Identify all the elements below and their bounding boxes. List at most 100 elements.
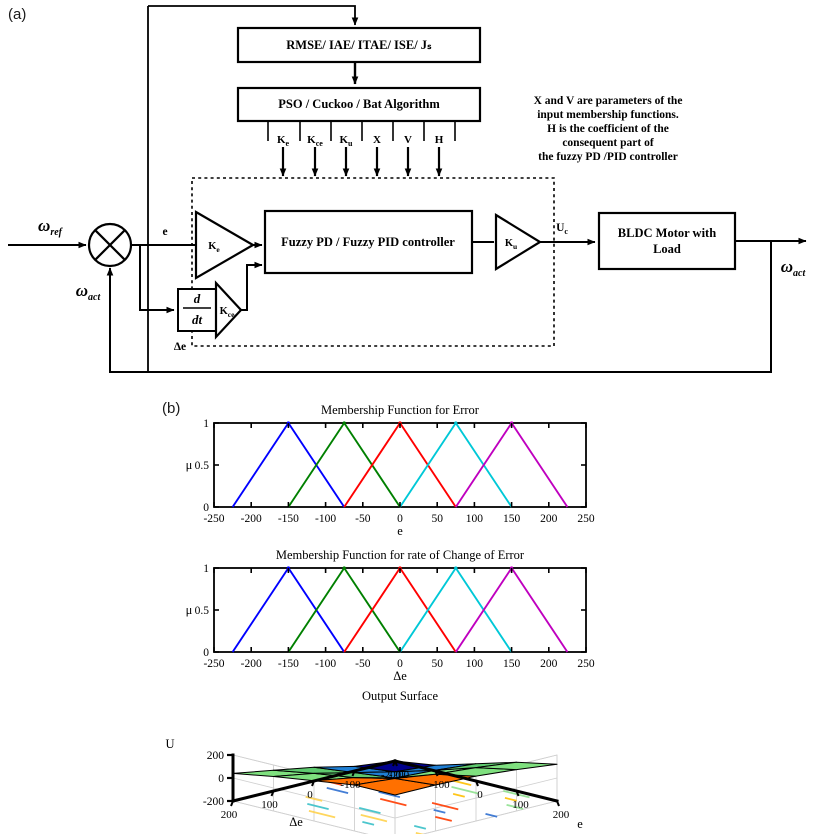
fuzzy-controller-label: Fuzzy PD / Fuzzy PID controller: [281, 235, 455, 249]
param-ke: Ke: [277, 134, 290, 148]
ytick-label: 1: [203, 563, 209, 575]
xtick-label: -200: [241, 658, 262, 670]
xtick-label: 200: [553, 809, 570, 821]
mf-error-ylabel: μ: [186, 458, 193, 472]
gain-ku-label: Ku: [505, 238, 517, 251]
ytick-label: -200: [381, 769, 402, 781]
xtick-label: -50: [355, 513, 371, 525]
omega-act-output-label: ωact: [781, 257, 807, 279]
optimizer-label: PSO / Cuckoo / Bat Algorithm: [278, 97, 440, 111]
omega-ref-label: ωref: [38, 216, 64, 238]
xtick-label: 100: [512, 799, 529, 811]
optimizer-block: [236, 86, 482, 123]
ytick-label: 100: [261, 799, 278, 811]
summing-junction: [87, 222, 133, 268]
mf-peak-marker: [342, 566, 346, 570]
mf-peak-marker: [342, 421, 346, 425]
mf-peak-marker: [454, 421, 458, 425]
gain-ke-label: Ke: [208, 241, 220, 254]
tuned-parameter-labels: Ke Kce Ku X V H: [277, 134, 444, 148]
xtick-label: -250: [203, 513, 224, 525]
ytick-label: 0: [307, 789, 313, 801]
note-line-2: input membership functions.: [537, 109, 679, 121]
mf-rate-title: Membership Function for rate of Change o…: [276, 548, 525, 562]
xtick-label: -100: [429, 779, 450, 791]
xtick-label: 150: [503, 658, 521, 670]
param-h: H: [435, 134, 444, 146]
mf-rate-ylabel: μ: [186, 603, 193, 617]
xtick-label: -200: [241, 513, 262, 525]
ytick-label: 1: [203, 418, 209, 430]
error-signal-label: e: [162, 226, 167, 238]
plant-label-line1: BLDC Motor with: [618, 226, 716, 240]
param-kce: Kce: [307, 134, 323, 148]
chart-mf-rate: Membership Function for rate of Change o…: [186, 548, 595, 683]
xtick-label: 50: [431, 658, 443, 670]
objective-function-block: [236, 26, 482, 64]
note-line-3: H is the coefficient of the: [547, 123, 669, 135]
xtick-label: 0: [397, 513, 403, 525]
chart-output-surface: Output Surface -20002002001000-100-200-2…: [165, 689, 583, 834]
fuzzy-controller-block: [263, 209, 474, 275]
xtick-label: 0: [477, 789, 483, 801]
mf-rate-ticks: -250 -200 -150 -100 -50 0 50 100 150 200 250 0 0.5 1: [195, 563, 595, 670]
xtick-label: -250: [203, 658, 224, 670]
mf-error-plot-frame: [213, 422, 587, 508]
ytick-label: 0.5: [195, 605, 210, 617]
gain-ke-block: Ke: [194, 210, 256, 280]
param-ku: Ku: [339, 134, 353, 148]
output-surface-xlabel: e: [577, 817, 583, 831]
wire-error-branch: [139, 245, 175, 314]
ytick-label: 0.5: [195, 460, 210, 472]
xtick-label: -150: [278, 513, 299, 525]
ytick-label: 200: [221, 809, 238, 821]
control-signal-label: Uc: [556, 222, 568, 236]
xtick-label: -100: [315, 658, 336, 670]
xtick-label: -200: [389, 769, 410, 781]
output-surface-title: Output Surface: [362, 689, 438, 703]
ytick-label: 0: [203, 647, 209, 659]
note-line-4: consequent part of: [562, 137, 654, 149]
xtick-label: 0: [397, 658, 403, 670]
derivative-numerator: d: [194, 291, 201, 306]
param-x: X: [373, 134, 381, 146]
wire-kce-to-fuzzy: [241, 261, 263, 311]
xtick-label: 250: [577, 513, 595, 525]
gain-ku-block: Ku: [494, 213, 543, 271]
mf-error-title: Membership Function for Error: [321, 403, 480, 417]
derivative-block: d dt: [177, 288, 217, 332]
delta-error-label: Δe: [174, 341, 186, 353]
ytick-label: 0: [203, 502, 209, 514]
parameter-separators: [267, 121, 456, 141]
mf-peak-marker: [454, 566, 458, 570]
xtick-label: 200: [540, 513, 558, 525]
xtick-label: 250: [577, 658, 595, 670]
plant-label-line2: Load: [653, 242, 681, 256]
mf-error-xlabel: e: [397, 524, 403, 538]
parameter-arrows: [279, 147, 443, 177]
plant-block: [597, 211, 737, 271]
output-surface-zlabel: U: [165, 737, 174, 751]
mf-rate-plot-frame: [213, 567, 587, 653]
chart-mf-error: Membership Function for Error -250 -200 -1…: [186, 403, 595, 538]
output-surface-ylabel: Δe: [289, 815, 303, 829]
ztick-label: -200: [203, 796, 224, 808]
wire-to-objective: [148, 5, 359, 26]
xtick-label: 100: [466, 513, 484, 525]
xtick-label: 50: [431, 513, 443, 525]
gain-kce-label: Kce: [220, 306, 236, 319]
derivative-denominator: dt: [192, 312, 203, 327]
panel-b-label: (b): [162, 400, 181, 417]
note-text: X and V are parameters of the input memb…: [534, 95, 683, 163]
xtick-label: -150: [278, 658, 299, 670]
wire-feedback-loop: [106, 241, 772, 373]
ztick-label: 200: [207, 750, 225, 762]
objective-function-label: RMSE/ IAE/ ITAE/ ISE/ Jₛ: [286, 38, 432, 52]
xtick-label: 150: [503, 513, 521, 525]
omega-act-feedback-label: ωact: [76, 281, 102, 303]
mf-rate-xlabel: Δe: [393, 669, 407, 683]
mf-error-ticks: -250 -200 -150 -100 -50 0 50 100 150 200 250 0 0.5 1: [195, 418, 595, 525]
ytick-label: -100: [340, 779, 361, 791]
